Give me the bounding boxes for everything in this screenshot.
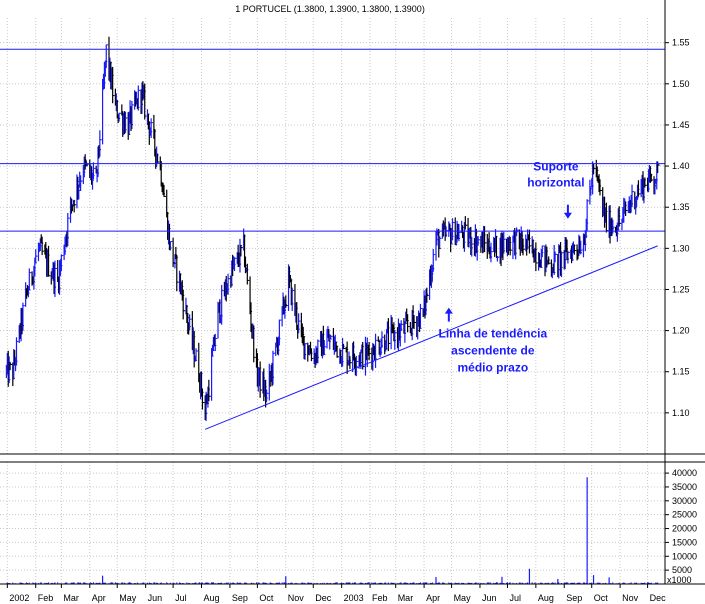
volume-tick-label: 5000: [672, 565, 692, 575]
x-tick-label: Oct: [259, 593, 274, 603]
annotation: Suporte horizontal: [527, 160, 585, 219]
grid: [0, 18, 665, 584]
annotation: Linha de tendência ascendente de médio pra…: [438, 307, 547, 375]
x-tick-label: Jul: [175, 593, 187, 603]
price-tick-label: 1.35: [672, 202, 690, 212]
x-tick-label: Aug: [204, 593, 220, 603]
x-tick-label: Feb: [372, 593, 388, 603]
chart-title: 1 PORTUCEL (1.3800, 1.3900, 1.3800, 1.39…: [235, 4, 425, 14]
volume-bars: [5, 477, 659, 584]
x-tick-label: Sep: [566, 593, 582, 603]
annotation-text: ascendente de: [451, 344, 535, 358]
x-tick-label: Oct: [594, 593, 609, 603]
price-tick-label: 1.45: [672, 120, 690, 130]
annotation-text: médio prazo: [457, 361, 528, 375]
price-tick-label: 1.50: [672, 79, 690, 89]
volume-tick-label: 25000: [672, 510, 697, 520]
volume-unit-label: x1000: [667, 575, 692, 585]
x-tick-label: Jun: [482, 593, 497, 603]
axes-frame: [0, 0, 705, 588]
x-tick-label: Aug: [538, 593, 554, 603]
x-tick-label: Apr: [426, 593, 440, 603]
x-tick-label: Jul: [509, 593, 521, 603]
x-tick-label: Sep: [232, 593, 248, 603]
annotation-text: horizontal: [527, 176, 584, 190]
price-tick-label: 1.20: [672, 326, 690, 336]
price-tick-label: 1.10: [672, 408, 690, 418]
x-tick-label: Dec: [315, 593, 332, 603]
technical-lines: [0, 48, 665, 430]
x-tick-label: Mar: [398, 593, 414, 603]
price-tick-label: 1.25: [672, 284, 690, 294]
price-tick-label: 1.15: [672, 367, 690, 377]
volume-tick-label: 20000: [672, 524, 697, 534]
price-tick-label: 1.40: [672, 161, 690, 171]
volume-tick-label: 15000: [672, 537, 697, 547]
annotations: Suporte horizontal Linha de tendência ascen…: [438, 160, 584, 375]
x-tick-label: Mar: [63, 593, 79, 603]
x-tick-label: Nov: [622, 593, 639, 603]
price-tick-label: 1.30: [672, 243, 690, 253]
volume-tick-label: 30000: [672, 496, 697, 506]
volume-tick-label: 40000: [672, 468, 697, 478]
tick-labels: 1.10 1.15 1.20 1.25 1.30 1.35 1.40 1.45 1.50 1.55…: [9, 38, 697, 603]
annotation-text: Linha de tendência: [438, 327, 547, 341]
x-tick-label: Jun: [148, 593, 163, 603]
annotation-arrowhead: [563, 212, 572, 219]
x-tick-label: 2002: [9, 593, 29, 603]
x-tick-label: Apr: [92, 593, 106, 603]
x-tick-label: Feb: [38, 593, 54, 603]
trendline: [204, 245, 658, 430]
volume-tick-label: 10000: [672, 551, 697, 561]
x-tick-label: Nov: [288, 593, 305, 603]
volume-tick-label: 35000: [672, 482, 697, 492]
price-bars: [5, 36, 660, 421]
x-tick-label: May: [119, 593, 137, 603]
x-tick-label: May: [454, 593, 472, 603]
annotation-text: Suporte: [533, 160, 579, 174]
x-tick-label: 2003: [344, 593, 364, 603]
annotation-arrowhead: [444, 307, 453, 314]
x-tick-label: Dec: [650, 593, 667, 603]
price-tick-label: 1.55: [672, 38, 690, 48]
